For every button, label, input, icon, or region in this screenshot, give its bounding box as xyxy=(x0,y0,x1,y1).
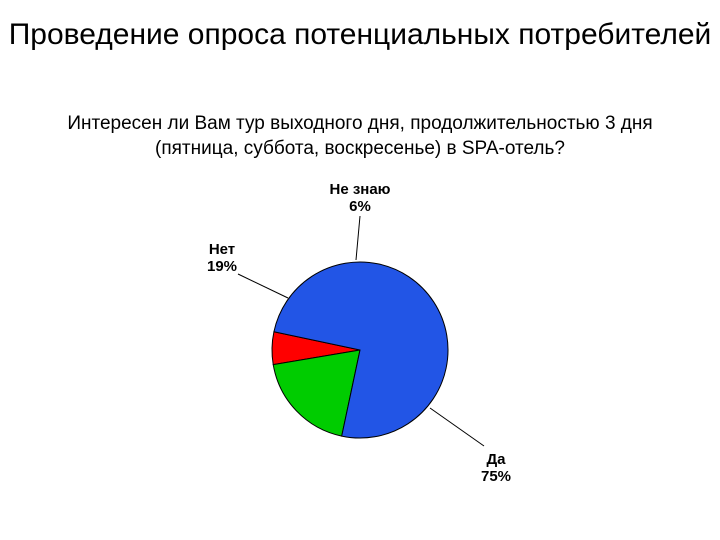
slide-title: Проведение опроса потенциальных потребит… xyxy=(0,18,720,53)
slice-label: Нет xyxy=(209,241,235,258)
slice-percent: 75% xyxy=(481,468,511,485)
slide-subtitle: Интересен ли Вам тур выходного дня, прод… xyxy=(0,112,720,161)
subtitle-line-1: Интересен ли Вам тур выходного дня, прод… xyxy=(67,113,652,134)
slice-label: Да xyxy=(486,451,506,468)
leader-line xyxy=(430,408,484,446)
slice-percent: 19% xyxy=(207,258,237,275)
pie-chart: Не знаю6% Нет19% Да75% xyxy=(160,180,560,500)
slice-label: Не знаю xyxy=(329,181,390,198)
leader-line xyxy=(356,216,360,260)
subtitle-line-2: (пятница, суббота, воскресенье) в SPA-от… xyxy=(155,138,565,159)
slice-percent: 6% xyxy=(349,198,371,215)
slide: Проведение опроса потенциальных потребит… xyxy=(0,0,720,540)
leader-line xyxy=(238,274,288,298)
pie-chart-svg: Не знаю6% Нет19% Да75% xyxy=(160,180,560,500)
